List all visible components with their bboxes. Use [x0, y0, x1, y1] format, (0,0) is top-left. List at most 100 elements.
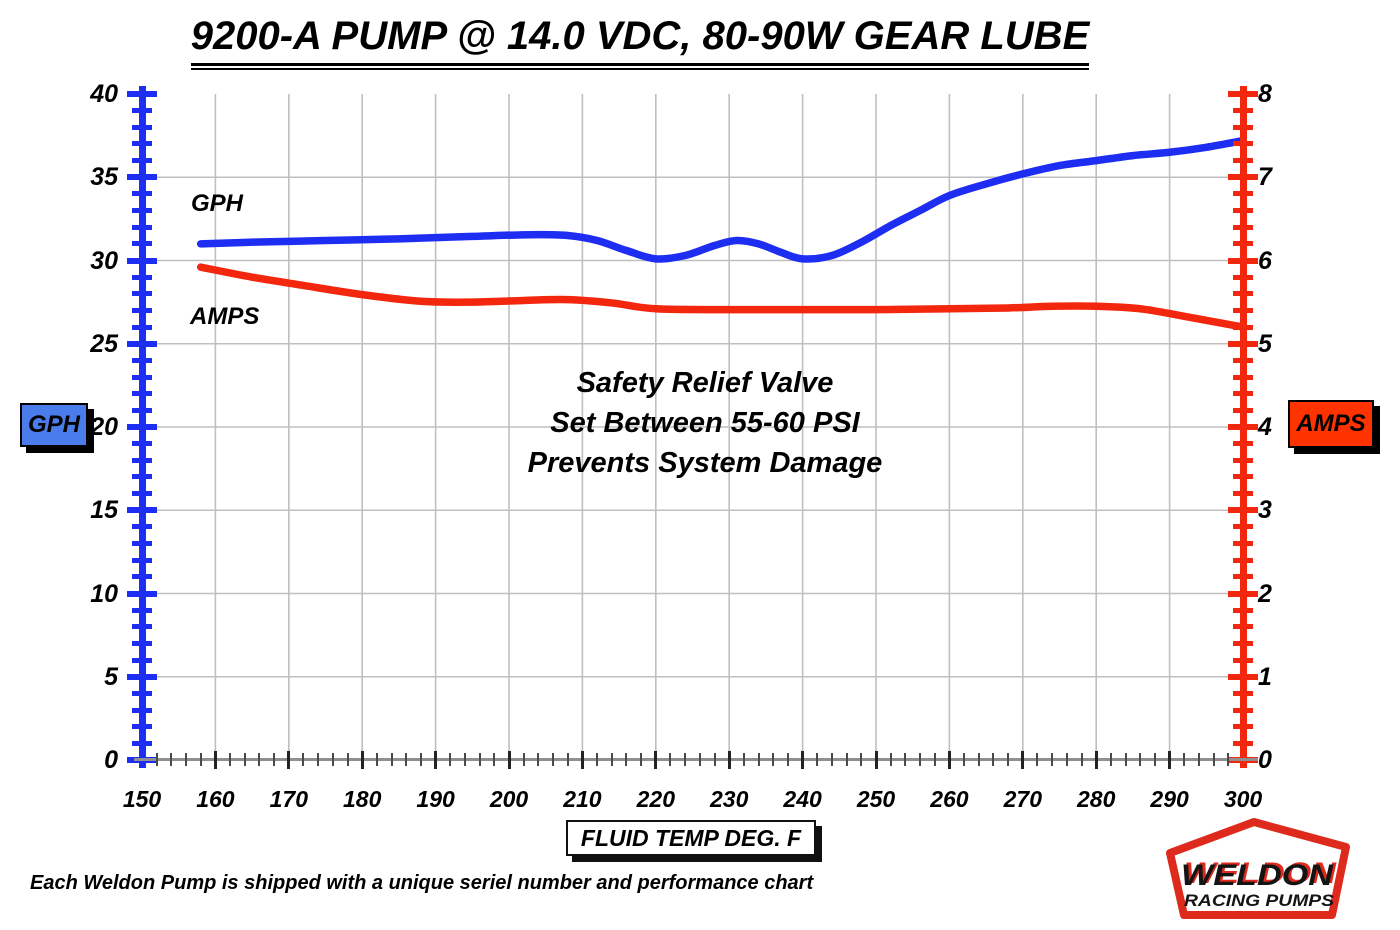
x-axis-tick [596, 753, 599, 766]
y-left-tick-label: 25 [90, 329, 118, 358]
x-axis-tick [933, 753, 936, 766]
x-axis-tick [610, 753, 613, 766]
y-right-axis-tick [1228, 257, 1258, 264]
y-left-axis-tick [132, 607, 152, 613]
y-left-axis-tick [132, 407, 152, 413]
y-right-tick-label: 2 [1258, 579, 1272, 608]
x-axis-line [134, 758, 1258, 761]
x-tick-label: 230 [710, 786, 749, 812]
x-axis-tick [669, 753, 672, 766]
x-axis-tick [258, 753, 261, 766]
x-axis-tick [493, 753, 496, 766]
x-axis-tick [947, 750, 951, 769]
x-axis-tick [580, 750, 584, 769]
x-axis-tick [302, 753, 305, 766]
x-axis-tick [742, 753, 745, 766]
y-right-axis-tick [1233, 690, 1253, 696]
x-axis-tick [1065, 753, 1068, 766]
x-axis-tick [317, 753, 320, 766]
footnote-text: Each Weldon Pump is shipped with a uniqu… [30, 872, 814, 894]
y-left-axis-tick [132, 640, 152, 646]
y-left-axis-tick [132, 374, 152, 380]
y-right-tick-label: 8 [1258, 80, 1272, 108]
x-axis-tick [801, 750, 805, 769]
y-left-axis-tick [127, 424, 157, 430]
x-axis-tick [566, 753, 569, 766]
x-axis-tick [170, 753, 173, 766]
y-right-axis-tick [1233, 441, 1253, 447]
y-left-axis-tick [132, 141, 152, 147]
x-axis-tick [654, 750, 658, 769]
x-axis-tick [331, 753, 334, 766]
x-axis-tick [360, 750, 364, 769]
x-axis-tick [434, 750, 438, 769]
annotation-line-3: Prevents System Damage [527, 447, 883, 479]
x-axis-tick [757, 753, 760, 766]
x-axis-tick [1080, 753, 1083, 766]
x-axis-tick [1109, 753, 1112, 766]
y-left-axis-tick [132, 574, 152, 580]
x-tick-label: 280 [1077, 786, 1116, 812]
y-right-axis-tick [1228, 340, 1258, 347]
y-right-tick-label: 7 [1258, 163, 1272, 192]
y-right-axis-tick [1233, 607, 1253, 613]
y-left-axis-tick [127, 257, 157, 264]
x-axis-tick [229, 753, 232, 766]
x-tick-label: 210 [563, 786, 602, 812]
y-left-tick-label: 30 [90, 246, 118, 275]
y-right-axis-tick [1233, 557, 1253, 563]
x-axis-tick [213, 750, 217, 769]
y-left-axis-tick [132, 191, 152, 197]
y-left-tick-label: 10 [90, 579, 118, 608]
y-left-axis-tick [127, 174, 157, 181]
x-axis-tick [904, 753, 907, 766]
title-row: 9200-A PUMP @ 14.0 VDC, 80-90W GEAR LUBE [80, 14, 1200, 70]
y-right-tick-label: 5 [1258, 329, 1272, 358]
x-axis-tick [977, 753, 980, 766]
y-right-axis-tick [1228, 424, 1258, 430]
y-left-axis-tick [132, 208, 152, 214]
y-right-axis-tick [1233, 391, 1253, 397]
x-axis-tick [537, 753, 540, 766]
y-right-axis-tick [1228, 174, 1258, 181]
y-left-axis-tick [127, 590, 157, 597]
x-axis-tick [1051, 753, 1054, 766]
x-axis-tick [1197, 753, 1200, 766]
x-axis-tick [816, 753, 819, 766]
x-tick-label: 200 [489, 786, 529, 812]
x-tick-label: 240 [783, 786, 822, 812]
y-left-axis-tick [132, 158, 152, 164]
x-axis-tick [889, 753, 892, 766]
y-left-axis-tick [132, 357, 152, 363]
logo-subtitle: RACING PUMPS [1184, 891, 1335, 910]
title-underline: 9200-A PUMP @ 14.0 VDC, 80-90W GEAR LUBE [190, 14, 1090, 70]
x-axis-tick [963, 753, 966, 766]
x-tick-label: 220 [636, 786, 675, 812]
y-right-axis-tick [1233, 374, 1253, 380]
x-axis-tick [155, 753, 158, 766]
y-left-axis-tick [132, 441, 152, 447]
y-left-axis-tick [132, 241, 152, 247]
x-axis-tick [1124, 753, 1127, 766]
x-axis-tick [390, 753, 393, 766]
logo-pentagon [1166, 818, 1350, 919]
x-axis-tick [375, 753, 378, 766]
y-left-tick-label: 15 [90, 496, 118, 525]
x-axis-tick [640, 753, 643, 766]
logo-word: WELDON [1181, 859, 1335, 892]
y-left-axis-tick [132, 524, 152, 530]
y-right-axis-tick [1233, 474, 1253, 480]
x-axis-tick [1227, 753, 1230, 766]
gph-series-inline-label: GPH [191, 190, 244, 217]
x-axis-tick [552, 753, 555, 766]
y-left-axis-tick [132, 474, 152, 480]
y-left-tick-label: 40 [90, 80, 118, 108]
y-left-axis-tick [132, 324, 152, 330]
y-right-axis-tick [1233, 407, 1253, 413]
x-axis-tick [243, 753, 246, 766]
x-axis-tick [478, 753, 481, 766]
y-right-axis-tick [1233, 574, 1253, 580]
x-axis-tick [346, 753, 349, 766]
x-axis-tick [992, 753, 995, 766]
